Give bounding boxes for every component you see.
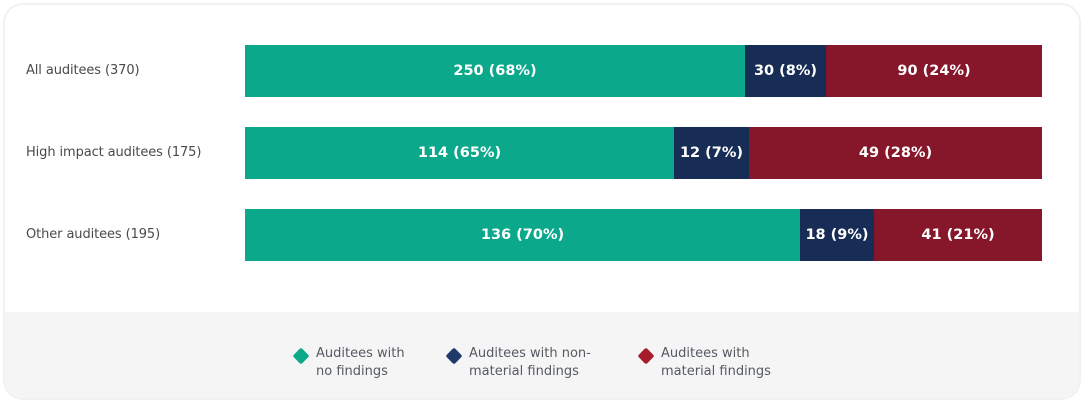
legend-label: no findings	[316, 364, 388, 379]
legend-label: material findings	[661, 364, 771, 379]
segment-material[interactable]: 41 (21%)	[874, 209, 1042, 261]
segment-no-findings[interactable]: 250 (68%)	[245, 45, 745, 97]
row-label-all: All auditees (370)	[26, 63, 140, 78]
bar-all-auditees: 250 (68%) 30 (8%) 90 (24%)	[245, 45, 1042, 97]
chart-card: All auditees (370) High impact auditees …	[3, 3, 1081, 400]
segment-material[interactable]: 90 (24%)	[826, 45, 1042, 97]
legend-label: Auditees with	[661, 346, 750, 361]
bar-other-auditees: 136 (70%) 18 (9%) 41 (21%)	[245, 209, 1042, 261]
segment-non-material[interactable]: 18 (9%)	[800, 209, 874, 261]
segment-material[interactable]: 49 (28%)	[749, 127, 1042, 179]
legend-label: Auditees with non-	[469, 346, 591, 361]
legend-label: Auditees with	[316, 346, 405, 361]
segment-non-material[interactable]: 12 (7%)	[674, 127, 749, 179]
diamond-icon	[445, 347, 463, 365]
legend-label: material findings	[469, 364, 579, 379]
segment-no-findings[interactable]: 114 (65%)	[245, 127, 674, 179]
legend-item-material[interactable]: Auditees with material findings	[637, 345, 771, 381]
legend-item-non-material[interactable]: Auditees with non- material findings	[445, 345, 591, 381]
bar-high-impact-auditees: 114 (65%) 12 (7%) 49 (28%)	[245, 127, 1042, 179]
plot-area: All auditees (370) High impact auditees …	[5, 5, 1079, 312]
row-label-other: Other auditees (195)	[26, 227, 161, 242]
diamond-icon	[637, 347, 655, 365]
segment-no-findings[interactable]: 136 (70%)	[245, 209, 800, 261]
diamond-icon	[292, 347, 310, 365]
legend-item-no-findings[interactable]: Auditees with no findings	[292, 345, 405, 381]
segment-non-material[interactable]: 30 (8%)	[745, 45, 826, 97]
legend: Auditees with no findings Auditees with …	[5, 312, 1079, 398]
row-label-high-impact: High impact auditees (175)	[26, 145, 202, 160]
